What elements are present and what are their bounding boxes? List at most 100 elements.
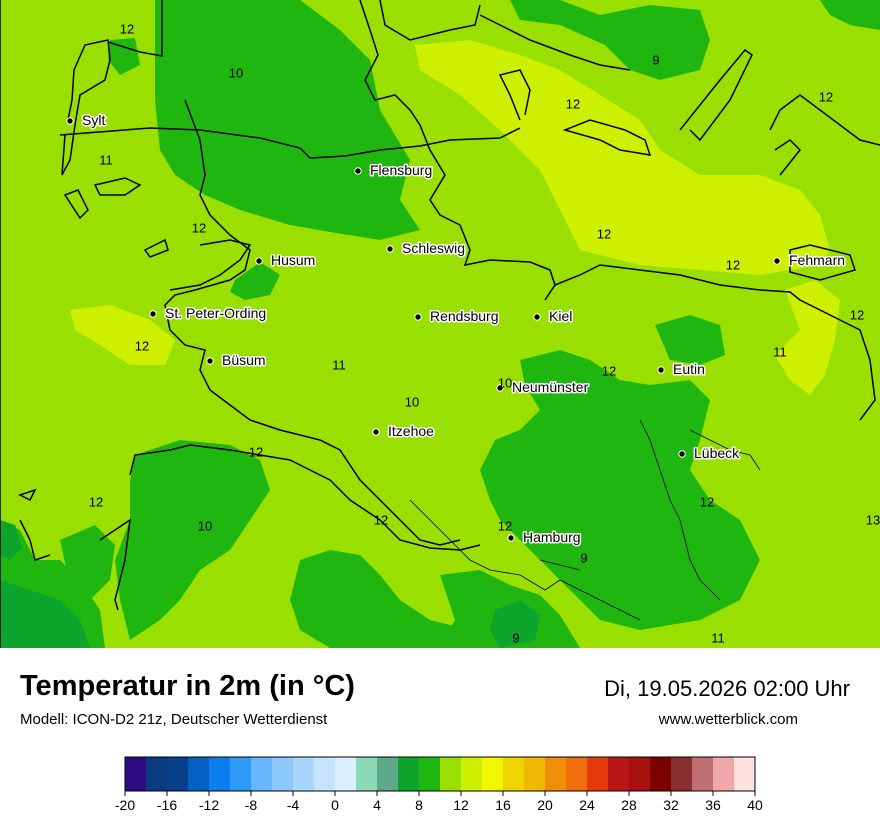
legend-tick-label: 36 — [705, 797, 721, 813]
isoline-label: 12 — [374, 512, 388, 527]
city-label: Neumünster — [512, 379, 589, 395]
coastlines — [0, 0, 880, 648]
website-link[interactable]: www.wetterblick.com — [658, 711, 798, 728]
model-info: Modell: ICON-D2 21z, Deutscher Wetterdie… — [20, 711, 328, 728]
legend-swatch — [251, 757, 273, 791]
legend-tick-label: -4 — [287, 797, 300, 813]
isoline-label: 12 — [135, 338, 149, 353]
legend-swatch — [146, 757, 168, 791]
legend-swatch — [272, 757, 294, 791]
city-dot — [414, 313, 422, 321]
legend-tick-label: 28 — [621, 797, 637, 813]
legend-swatch — [734, 757, 756, 791]
city-dot — [255, 257, 263, 265]
legend-swatch — [629, 757, 651, 791]
legend-swatch — [377, 757, 399, 791]
legend-tick-label: 4 — [373, 797, 381, 813]
city-label: Flensburg — [370, 162, 432, 178]
legend-tick-label: 24 — [579, 797, 595, 813]
legend-tick-label: -8 — [245, 797, 258, 813]
city-dot — [66, 117, 74, 125]
isoline-label: 9 — [652, 52, 659, 67]
legend-swatch — [461, 757, 483, 791]
legend-swatch — [125, 757, 147, 791]
legend-swatch — [545, 757, 567, 791]
city-label: Itzehoe — [388, 423, 434, 439]
legend-swatch — [524, 757, 546, 791]
legend-swatch — [167, 757, 189, 791]
city-dot — [533, 313, 541, 321]
city-dot — [657, 366, 665, 374]
legend-swatch — [566, 757, 588, 791]
legend-swatch — [587, 757, 609, 791]
temp-zone-12-east — [775, 280, 840, 395]
temp-zone-10-husum — [230, 262, 280, 300]
state-borders — [409, 419, 761, 621]
legend-swatch — [503, 757, 525, 791]
legend-swatch — [398, 757, 420, 791]
temp-zone-12-west — [70, 305, 175, 365]
legend-swatch — [209, 757, 231, 791]
temp-zone-10-eutin — [655, 315, 725, 365]
legend-swatch — [440, 757, 462, 791]
city-markers: Sylt Flensburg Schleswig Husum Fehmarn St. Pe… — [66, 111, 847, 547]
isoline-label: 10 — [498, 375, 512, 390]
temp-zone-9-west-edge — [0, 520, 22, 560]
isoline-label: 12 — [120, 21, 134, 36]
city-label: Hamburg — [523, 529, 581, 545]
city-label: Eutin — [673, 361, 705, 377]
temp-zone-12-north — [415, 40, 830, 275]
isoline-labels: 12 10 9 12 12 11 12 12 12 12 12 11 12 10 11 12 12 10 12 12 1… — [89, 21, 880, 645]
isoline-label: 13 — [866, 512, 880, 527]
temp-zone-10-north-coast — [510, 0, 710, 80]
isoline-label: 12 — [597, 226, 611, 241]
legend-tick-label: -12 — [199, 797, 219, 813]
city-dot — [507, 534, 515, 542]
city-dot — [149, 310, 157, 318]
temp-zone-9-south — [490, 600, 540, 648]
legend-tick-label: 16 — [495, 797, 511, 813]
isoline-label: 12 — [726, 257, 740, 272]
city-label: St. Peter-Ording — [165, 305, 266, 321]
legend-swatch — [335, 757, 357, 791]
isoline-label: 10 — [405, 394, 419, 409]
temp-zone-10-southwest — [115, 440, 270, 640]
legend-tick-label: -20 — [115, 797, 135, 813]
legend-swatch — [419, 757, 441, 791]
isoline-label: 10 — [229, 65, 243, 80]
legend-tick-label: 20 — [537, 797, 553, 813]
isoline-label: 9 — [512, 630, 519, 645]
city-dot — [496, 384, 504, 392]
legend-tick-label: 32 — [663, 797, 679, 813]
legend-swatch — [713, 757, 735, 791]
legend-border — [124, 756, 756, 792]
city-label: Kiel — [549, 308, 572, 324]
isoline-label: 10 — [198, 518, 212, 533]
city-label: Rendsburg — [430, 308, 499, 324]
forecast-datetime: Di, 19.05.2026 02:00 Uhr — [604, 676, 850, 701]
isoline-label: 12 — [850, 307, 864, 322]
legend-tick-label: 0 — [331, 797, 339, 813]
legend-swatch — [482, 757, 504, 791]
legend-swatch — [692, 757, 714, 791]
isoline-label: 12 — [819, 89, 833, 104]
isoline-label: 12 — [498, 518, 512, 533]
city-label: Schleswig — [402, 240, 465, 256]
temp-zone-10-sylt — [108, 38, 140, 75]
isoline-label: 12 — [249, 444, 263, 459]
legend-tick-label: 40 — [747, 797, 763, 813]
legend-tick-label: 12 — [453, 797, 469, 813]
city-label: Büsum — [222, 352, 266, 368]
temp-zone-9-southwest — [0, 580, 90, 648]
isoline-label: 9 — [580, 550, 587, 565]
city-dot — [354, 167, 362, 175]
legend-swatch — [650, 757, 672, 791]
legend-tick-label: -16 — [157, 797, 177, 813]
temperature-map: Sylt Flensburg Schleswig Husum Fehmarn St. Pe… — [0, 0, 880, 648]
color-scale-legend: -20 -16 -12 -8 -4 0 4 8 12 16 20 24 28 32 36 40 — [115, 756, 763, 813]
isoline-label: 11 — [773, 344, 787, 359]
city-label: Fehmarn — [789, 252, 845, 268]
isoline-label: 11 — [332, 357, 346, 372]
legend-swatch — [314, 757, 336, 791]
isoline-label: 12 — [602, 363, 616, 378]
